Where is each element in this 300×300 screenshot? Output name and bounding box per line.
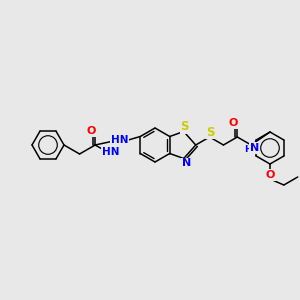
Text: H: H (244, 146, 252, 154)
Text: S: S (181, 120, 189, 133)
Text: O: O (229, 118, 238, 128)
Text: S: S (206, 125, 215, 139)
Text: N: N (182, 158, 191, 169)
Text: N: N (250, 143, 259, 153)
Text: HN: HN (111, 135, 128, 145)
Text: HN: HN (102, 147, 119, 157)
Text: O: O (86, 126, 96, 136)
Text: O: O (265, 170, 275, 180)
